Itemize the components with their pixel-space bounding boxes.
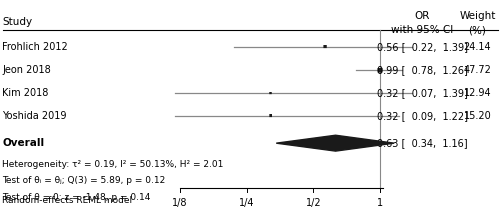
Text: 0.32 [  0.09,  1.22]: 0.32 [ 0.09, 1.22] bbox=[377, 111, 468, 121]
Text: 1: 1 bbox=[377, 198, 383, 208]
Text: ■: ■ bbox=[376, 68, 382, 73]
Text: Test of θᵢ = θⱼ; Q(3) = 5.89, p = 0.12: Test of θᵢ = θⱼ; Q(3) = 5.89, p = 0.12 bbox=[2, 176, 166, 185]
Text: Overall: Overall bbox=[2, 138, 44, 148]
Text: 0.56 [  0.22,  1.39]: 0.56 [ 0.22, 1.39] bbox=[377, 42, 468, 52]
Text: 12.94: 12.94 bbox=[464, 88, 491, 98]
Text: 15.20: 15.20 bbox=[464, 111, 491, 121]
Text: 1/4: 1/4 bbox=[239, 198, 254, 208]
Text: Test of θ = 0: z = -1.48, p = 0.14: Test of θ = 0: z = -1.48, p = 0.14 bbox=[2, 193, 151, 202]
Text: Heterogeneity: τ² = 0.19, I² = 50.13%, H² = 2.01: Heterogeneity: τ² = 0.19, I² = 50.13%, H… bbox=[2, 159, 224, 169]
Text: Jeon 2018: Jeon 2018 bbox=[2, 65, 51, 75]
Text: 0.99 [  0.78,  1.26]: 0.99 [ 0.78, 1.26] bbox=[377, 65, 468, 75]
Text: with 95% CI: with 95% CI bbox=[392, 25, 454, 35]
Text: 24.14: 24.14 bbox=[464, 42, 491, 52]
Text: (%): (%) bbox=[468, 25, 486, 35]
Text: ■: ■ bbox=[322, 45, 326, 49]
Text: 0.32 [  0.07,  1.39]: 0.32 [ 0.07, 1.39] bbox=[377, 88, 468, 98]
Text: Random-effects REML model: Random-effects REML model bbox=[2, 196, 132, 205]
Text: 1/2: 1/2 bbox=[306, 198, 321, 208]
Text: 47.72: 47.72 bbox=[464, 65, 491, 75]
Text: 0.63 [  0.34,  1.16]: 0.63 [ 0.34, 1.16] bbox=[377, 138, 468, 148]
Text: ■: ■ bbox=[269, 91, 272, 95]
Text: OR: OR bbox=[415, 11, 430, 21]
Text: Weight: Weight bbox=[460, 11, 496, 21]
Text: 1/8: 1/8 bbox=[172, 198, 188, 208]
Text: ■: ■ bbox=[269, 114, 272, 118]
Text: Frohlich 2012: Frohlich 2012 bbox=[2, 42, 68, 52]
Text: Kim 2018: Kim 2018 bbox=[2, 88, 49, 98]
Text: Study: Study bbox=[2, 17, 32, 27]
Text: Yoshida 2019: Yoshida 2019 bbox=[2, 111, 67, 121]
